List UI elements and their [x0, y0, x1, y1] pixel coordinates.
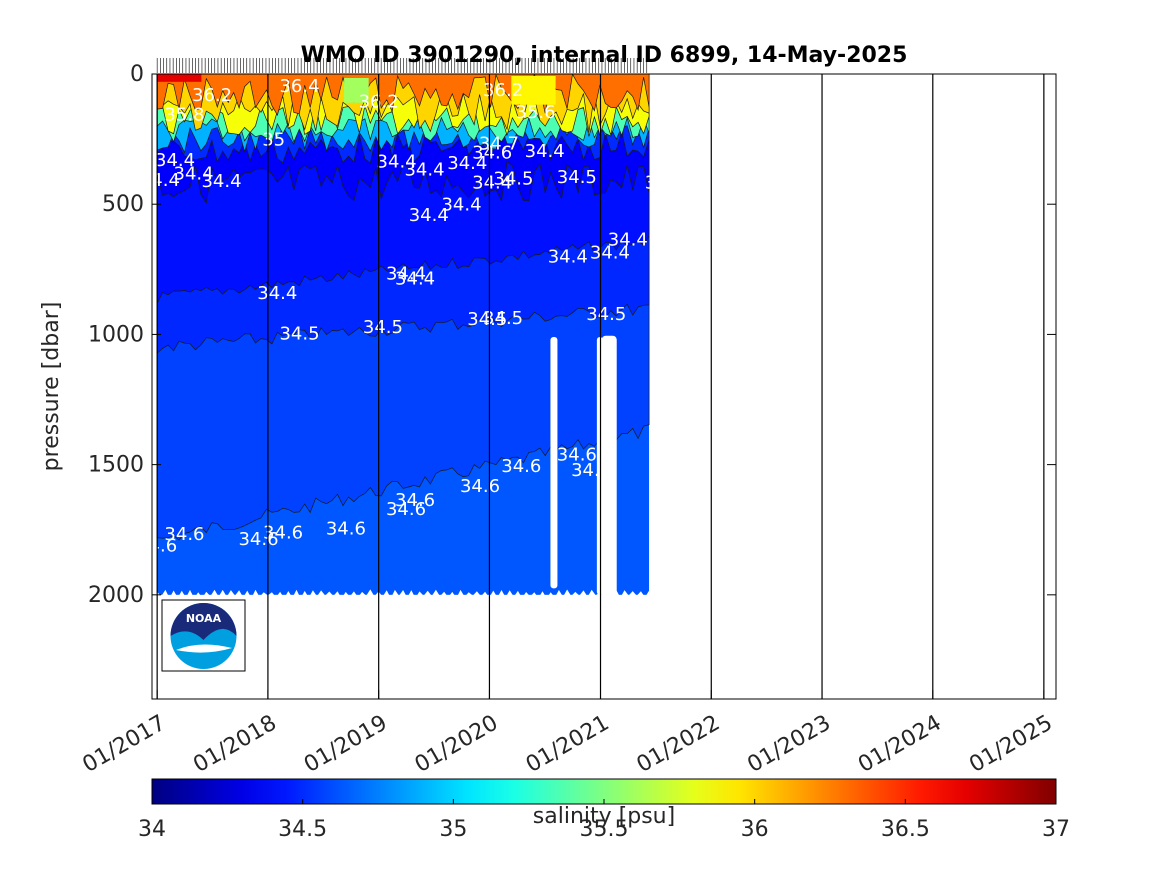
- isohaline-label: 34.6: [501, 456, 541, 477]
- y-tick-label: 0: [130, 62, 144, 87]
- isohaline-label: 34.6: [164, 524, 204, 545]
- y-tick-label: 500: [102, 192, 144, 217]
- isohaline-label: 34.4: [395, 269, 435, 290]
- isohaline-label: 34.4: [257, 283, 297, 304]
- data-gap-2: [596, 337, 603, 595]
- data-gap-3: [601, 335, 617, 598]
- isohaline-label: 34.4: [472, 172, 512, 193]
- isohaline-label: 34.4: [441, 195, 481, 216]
- isohaline-label: 34.5: [586, 304, 626, 325]
- isohaline-label: 36.2: [483, 80, 523, 101]
- x-tick-label: 01/2019: [300, 711, 392, 778]
- salinity-patch-surface-high: [157, 74, 202, 82]
- colorbar-tick-label: 37: [1042, 817, 1070, 842]
- isohaline-label: 34.4: [140, 170, 180, 191]
- isohaline-label: 34.4: [386, 264, 426, 285]
- isohaline-label: 34.6: [472, 142, 512, 163]
- chart-title: WMO ID 3901290, internal ID 6899, 14-May…: [301, 43, 908, 68]
- isohaline-label: 34.5: [483, 308, 523, 329]
- x-tick-label: 01/2022: [633, 711, 725, 778]
- colorbar-tick-label: 34.5: [278, 817, 327, 842]
- x-tick-label: 01/2024: [854, 711, 946, 778]
- isohaline-label: 34.5: [467, 309, 507, 330]
- isohaline-label: 34.4: [409, 205, 449, 226]
- x-tick-label: 01/2020: [411, 711, 503, 778]
- y-tick-label: 1000: [88, 322, 144, 347]
- isohaline-label: 34.4: [447, 153, 487, 174]
- noaa-logo-top: [170, 603, 237, 640]
- isohaline-label: 36.4: [279, 76, 319, 97]
- isohaline-label: 35.6: [516, 102, 556, 123]
- axes-frame: [151, 73, 1057, 700]
- isohaline-label: 34.6: [263, 523, 303, 544]
- isohaline-label: 34.4: [377, 152, 417, 173]
- x-tick-label: 01/2025: [965, 711, 1057, 778]
- y-tick-label: 1500: [88, 453, 144, 478]
- y-tick-label: 2000: [88, 583, 144, 608]
- x-tick-label: 01/2018: [189, 711, 281, 778]
- colorbar-label: salinity [psu]: [533, 804, 675, 829]
- colorbar-tick-label: 36.5: [881, 817, 930, 842]
- isohaline-label: 34.5: [493, 168, 533, 189]
- isohaline-label: 36.2: [192, 85, 232, 106]
- colorbar-tick-label: 35: [439, 817, 467, 842]
- noaa-logo-text: NOAA: [186, 612, 222, 625]
- isohaline-label: 34.5: [557, 167, 597, 188]
- isohaline-label: 34.6: [386, 499, 426, 520]
- x-tick-label: 01/2023: [743, 711, 835, 778]
- isohaline-label: 34.4: [201, 171, 241, 192]
- isohaline-label: 34.4: [155, 150, 195, 171]
- isohaline-label: 34.5: [363, 317, 403, 338]
- isohaline-label: 34.6: [238, 529, 278, 550]
- salinity-patch-surface-low: [344, 78, 369, 103]
- colorbar-tick-label: 34: [138, 817, 166, 842]
- isohaline-label: 34.6: [571, 460, 611, 481]
- data-bottom-edge: [155, 589, 652, 699]
- isohaline-label: 34.4: [174, 163, 214, 184]
- isohaline-label: 34.7: [479, 133, 519, 154]
- colorbar-tick-label: 36: [741, 817, 769, 842]
- isohaline-label: 34.6: [395, 490, 435, 511]
- isohaline-label: 35: [262, 129, 285, 150]
- y-axis-label: pressure [dbar]: [39, 302, 64, 472]
- x-tick-label: 01/2017: [78, 711, 170, 778]
- noaa-logo: NOAA: [161, 599, 246, 672]
- isohaline-label: 34.4: [548, 247, 588, 268]
- isohaline-label: 34.4: [404, 159, 444, 180]
- isohaline-label: 34.5: [279, 323, 319, 344]
- colorbar-tick-label: 35.5: [580, 817, 629, 842]
- isohaline-label: 35.8: [164, 105, 204, 126]
- isohaline-label: 34.6: [137, 536, 177, 557]
- noaa-logo-bird: [176, 644, 232, 653]
- data-gap-1: [550, 337, 558, 589]
- isohaline-label: 34.6: [557, 445, 597, 466]
- x-tick-label: 01/2021: [522, 711, 614, 778]
- salinity-patch-surface-mid: [511, 76, 556, 105]
- isohaline-label: 34.4: [525, 141, 565, 162]
- isohaline-label: 34.4: [608, 230, 648, 251]
- isohaline-label: 34.6: [460, 476, 500, 497]
- data-region: 36.436.2 36.236.235.8 35.635 34.734.6 34.434…: [137, 74, 685, 699]
- isohaline-label: 34.4: [645, 172, 685, 193]
- isohaline-label: 34.6: [326, 519, 366, 540]
- isohaline-label: 34.4: [590, 243, 630, 264]
